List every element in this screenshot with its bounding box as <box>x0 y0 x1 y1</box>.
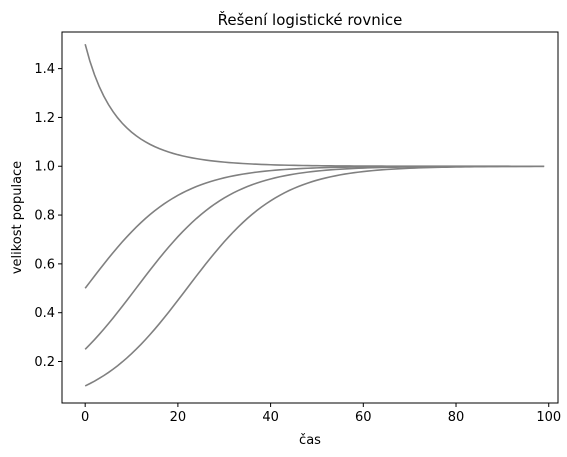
series-line-3 <box>84 165 545 387</box>
y-axis-ticks: 0.2 0.4 0.6 0.8 1.0 1.2 1.4 <box>34 62 62 370</box>
x-tick-label-4: 80 <box>448 410 465 425</box>
y-tick-label-3: 0.8 <box>34 209 55 224</box>
series-line-1 <box>84 165 545 289</box>
y-tick-label-2: 0.6 <box>34 257 55 272</box>
x-tick-label-5: 100 <box>536 410 561 425</box>
plot-frame <box>61 31 559 404</box>
y-tick-label-6: 1.4 <box>34 62 55 77</box>
series-line-2 <box>84 165 545 350</box>
y-tick-label-1: 0.4 <box>34 306 55 321</box>
y-tick-label-5: 1.2 <box>34 111 55 126</box>
chart-title: Řešení logistické rovnice <box>218 10 403 29</box>
x-tick-label-3: 60 <box>355 410 372 425</box>
x-tick-label-2: 40 <box>262 410 279 425</box>
y-axis-label: velikost populace <box>10 161 25 274</box>
y-tick-label-4: 1.0 <box>34 160 55 175</box>
x-tick-label-0: 0 <box>81 410 89 425</box>
series-lines <box>84 43 545 387</box>
x-axis-ticks: 0 20 40 60 80 100 <box>81 403 561 425</box>
y-tick-label-0: 0.2 <box>34 355 55 370</box>
x-axis-label: čas <box>299 433 321 448</box>
series-line-0 <box>84 43 545 168</box>
x-tick-label-1: 20 <box>170 410 187 425</box>
